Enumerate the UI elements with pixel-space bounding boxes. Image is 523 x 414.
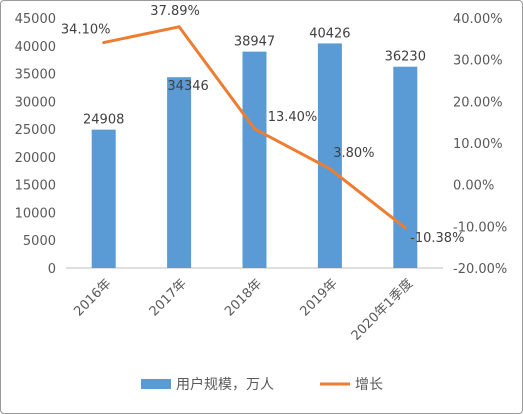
x-tick-label: 2020年1季度 — [348, 276, 416, 344]
growth-value-label: 13.40% — [268, 110, 318, 125]
growth-value-label: 34.10% — [61, 23, 111, 38]
y-left-tick-label: 30000 — [15, 95, 56, 110]
growth-point — [253, 127, 256, 131]
bar-value-label: 36230 — [385, 50, 426, 65]
y-left-tick-label: 45000 — [15, 12, 56, 27]
y-right-tick-label: -20.00% — [453, 262, 507, 277]
bar-value-label: 40426 — [309, 26, 350, 41]
y-left-tick-label: 0 — [48, 262, 56, 277]
y-left-tick-label: 15000 — [15, 179, 56, 194]
bar — [393, 66, 418, 268]
bar — [242, 51, 267, 268]
y-right-tick-label: 20.00% — [453, 95, 503, 110]
y-left-tick-label: 35000 — [15, 68, 56, 83]
y-right-tick-label: 40.00% — [453, 12, 503, 27]
y-left-tick-label: 40000 — [15, 40, 56, 55]
bar-value-label: 24908 — [83, 113, 124, 128]
growth-point — [403, 226, 407, 230]
growth-value-label: 37.89% — [150, 4, 200, 19]
legend-bar-swatch — [141, 379, 171, 389]
x-tick-label: 2016年 — [71, 276, 114, 319]
watermark: 搜狐号@中金企信国际咨询 — [323, 8, 491, 25]
bar — [91, 129, 116, 268]
y-left-tick-label: 20000 — [15, 151, 56, 166]
bar — [167, 77, 192, 268]
y-right-tick-label: -10.00% — [453, 220, 507, 235]
bar-value-label: 38947 — [234, 35, 275, 50]
y-right-tick-label: 10.00% — [453, 137, 503, 152]
growth-point — [177, 25, 181, 29]
bar-value-label: 34346 — [167, 79, 208, 94]
y-right-tick-label: 30.00% — [453, 54, 503, 69]
x-tick-label: 2017年 — [147, 276, 190, 319]
y-right-tick-label: 0.00% — [453, 179, 494, 194]
growth-point — [102, 41, 106, 45]
legend-bar-label: 用户规模，万人 — [176, 376, 274, 393]
growth-value-label: -10.38% — [410, 231, 464, 246]
x-tick-label: 2019年 — [298, 276, 341, 319]
y-left-tick-label: 10000 — [15, 206, 56, 221]
bar — [317, 43, 342, 269]
growth-value-label: 3.80% — [333, 146, 374, 161]
growth-point — [328, 167, 332, 171]
legend-line-label: 增长 — [355, 377, 383, 393]
x-tick-label: 2018年 — [222, 276, 265, 319]
y-left-tick-label: 25000 — [15, 123, 56, 138]
y-left-tick-label: 5000 — [23, 234, 56, 249]
